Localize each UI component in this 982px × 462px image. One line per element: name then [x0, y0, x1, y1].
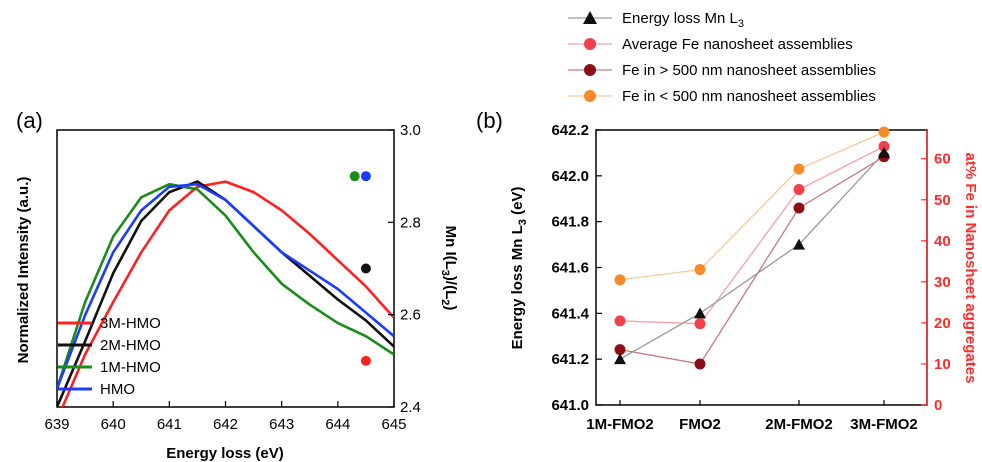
legend-label-sub: 3 — [738, 18, 744, 30]
y-right-tick-label: 0 — [934, 397, 942, 414]
ratio-point-1 — [360, 171, 371, 182]
series-line-3 — [619, 131, 885, 281]
series-3-point-0 — [614, 274, 626, 286]
legend-label: Fe in < 500 nm nanosheet assemblies — [622, 88, 876, 105]
panel-b: (b) 1M-FMO2 FMO2 2M-FMO2 3M-FMO2 641.0 641.2… — [476, 10, 979, 433]
series-line-1 — [619, 145, 885, 325]
panel-a-legend: 3M-HMO 2M-HMO 1M-HMO HMO — [58, 315, 161, 398]
y-left-tick-label: 641.4 — [551, 305, 589, 322]
y-left-tick-label: 641.2 — [551, 351, 589, 368]
series-line-3m-hmo — [61, 180, 394, 407]
series-2-point-1 — [694, 358, 706, 370]
series-3-point-3 — [878, 126, 890, 138]
series-0-point-2 — [793, 238, 805, 250]
panel-b-legend: Energy loss Mn L3 Average Fe nanosheet as… — [568, 10, 876, 105]
legend-label: Average Fe nanosheet assemblies — [622, 36, 853, 53]
series-3-point-1 — [694, 264, 706, 276]
x-tick-label: 645 — [381, 416, 406, 433]
y-right-tick-label: 10 — [934, 356, 951, 373]
panel-a-right-ticks: 2.4 2.6 2.8 3.0 — [388, 122, 421, 416]
legend-label: HMO — [100, 381, 135, 398]
x-tick-label: 644 — [325, 416, 350, 433]
y-left-tick-label: 641.6 — [551, 260, 589, 277]
y-right-tick-label: 20 — [934, 315, 951, 332]
series-line-hmo — [57, 182, 394, 390]
y-right-tick-label: 60 — [934, 151, 951, 168]
panel-a-y-left-label: Normalized Intensity (a.u.) — [15, 177, 32, 364]
category-label: 3M-FMO2 — [850, 416, 918, 433]
panel-b-y-right-label: at% Fe in Nanosheet aggregates — [962, 153, 979, 384]
ratio-point-0 — [349, 171, 360, 182]
panel-a: (a) 639 640 641 642 643 644 645 2.4 2.6 2.8 3.0 E… — [15, 108, 459, 462]
panel-a-x-label: Energy loss (eV) — [166, 445, 284, 462]
panel-b-label: (b) — [476, 108, 503, 133]
x-tick-label: 642 — [213, 416, 238, 433]
y-right-tick-label: 2.4 — [400, 399, 421, 416]
category-label: 2M-FMO2 — [765, 416, 833, 433]
panel-a-series — [57, 180, 394, 407]
category-label: FMO2 — [679, 416, 721, 433]
ratio-point-3 — [360, 355, 371, 366]
legend-label: 1M-HMO — [100, 359, 161, 376]
y-left-tick-label: 642.0 — [551, 168, 589, 185]
series-0-point-0 — [614, 353, 626, 365]
y-right-tick-label: 40 — [934, 233, 951, 250]
panel-a-y-right-label: Mn I(L3)/(L2) — [439, 226, 459, 311]
panel-b-series — [614, 126, 890, 370]
series-3-point-2 — [793, 163, 805, 175]
panel-a-x-ticks: 639 640 641 642 643 644 645 — [44, 401, 407, 433]
legend-label: Energy loss Mn L3 — [622, 10, 744, 30]
legend-marker-1 — [584, 38, 596, 50]
x-tick-label: 640 — [101, 416, 126, 433]
series-2-point-0 — [614, 344, 626, 356]
y-right-tick-label: 3.0 — [400, 122, 421, 139]
category-label: 1M-FMO2 — [586, 416, 654, 433]
series-1-point-3 — [878, 140, 890, 152]
series-line-1m-hmo — [57, 182, 394, 390]
series-1-point-1 — [694, 318, 706, 330]
y-right-tick-label: 50 — [934, 192, 951, 209]
y-right-tick-label: 2.8 — [400, 214, 421, 231]
series-line-2 — [619, 156, 885, 365]
panel-a-ratio-points — [349, 171, 371, 366]
series-0-point-1 — [694, 307, 706, 319]
y-right-tick-label: 2.6 — [400, 307, 421, 324]
x-tick-label: 643 — [269, 416, 294, 433]
legend-label: 2M-HMO — [100, 337, 161, 354]
y-left-tick-label: 642.2 — [551, 122, 589, 139]
legend-label: Fe in > 500 nm nanosheet assemblies — [622, 62, 876, 79]
panel-b-categories: 1M-FMO2 FMO2 2M-FMO2 3M-FMO2 — [586, 400, 918, 433]
x-tick-label: 639 — [44, 416, 69, 433]
panel-b-left-ticks: 641.0 641.2 641.4 641.6 641.8 642.0 642.2 — [551, 122, 602, 414]
y-right-tick-label: 30 — [934, 274, 951, 291]
x-tick-label: 641 — [157, 416, 182, 433]
legend-label-main: Energy loss Mn L — [622, 10, 738, 27]
legend-marker-2 — [584, 64, 596, 76]
series-0-point-3 — [878, 146, 890, 158]
legend-marker-3 — [584, 90, 596, 102]
y-left-tick-label: 641.8 — [551, 214, 589, 231]
ratio-point-2 — [360, 263, 371, 274]
panel-a-label: (a) — [16, 108, 43, 133]
panel-b-y-left-label: Energy loss Mn L3 (eV) — [509, 187, 529, 350]
series-1-point-2 — [793, 184, 805, 196]
legend-marker-0 — [583, 11, 597, 24]
series-1-point-0 — [614, 315, 626, 327]
series-line-0 — [619, 152, 885, 360]
legend-label: 3M-HMO — [100, 315, 161, 332]
series-2-point-2 — [793, 202, 805, 214]
panel-b-right-ticks: 0 10 20 30 40 50 60 — [921, 151, 951, 414]
y-left-tick-label: 641.0 — [551, 397, 589, 414]
